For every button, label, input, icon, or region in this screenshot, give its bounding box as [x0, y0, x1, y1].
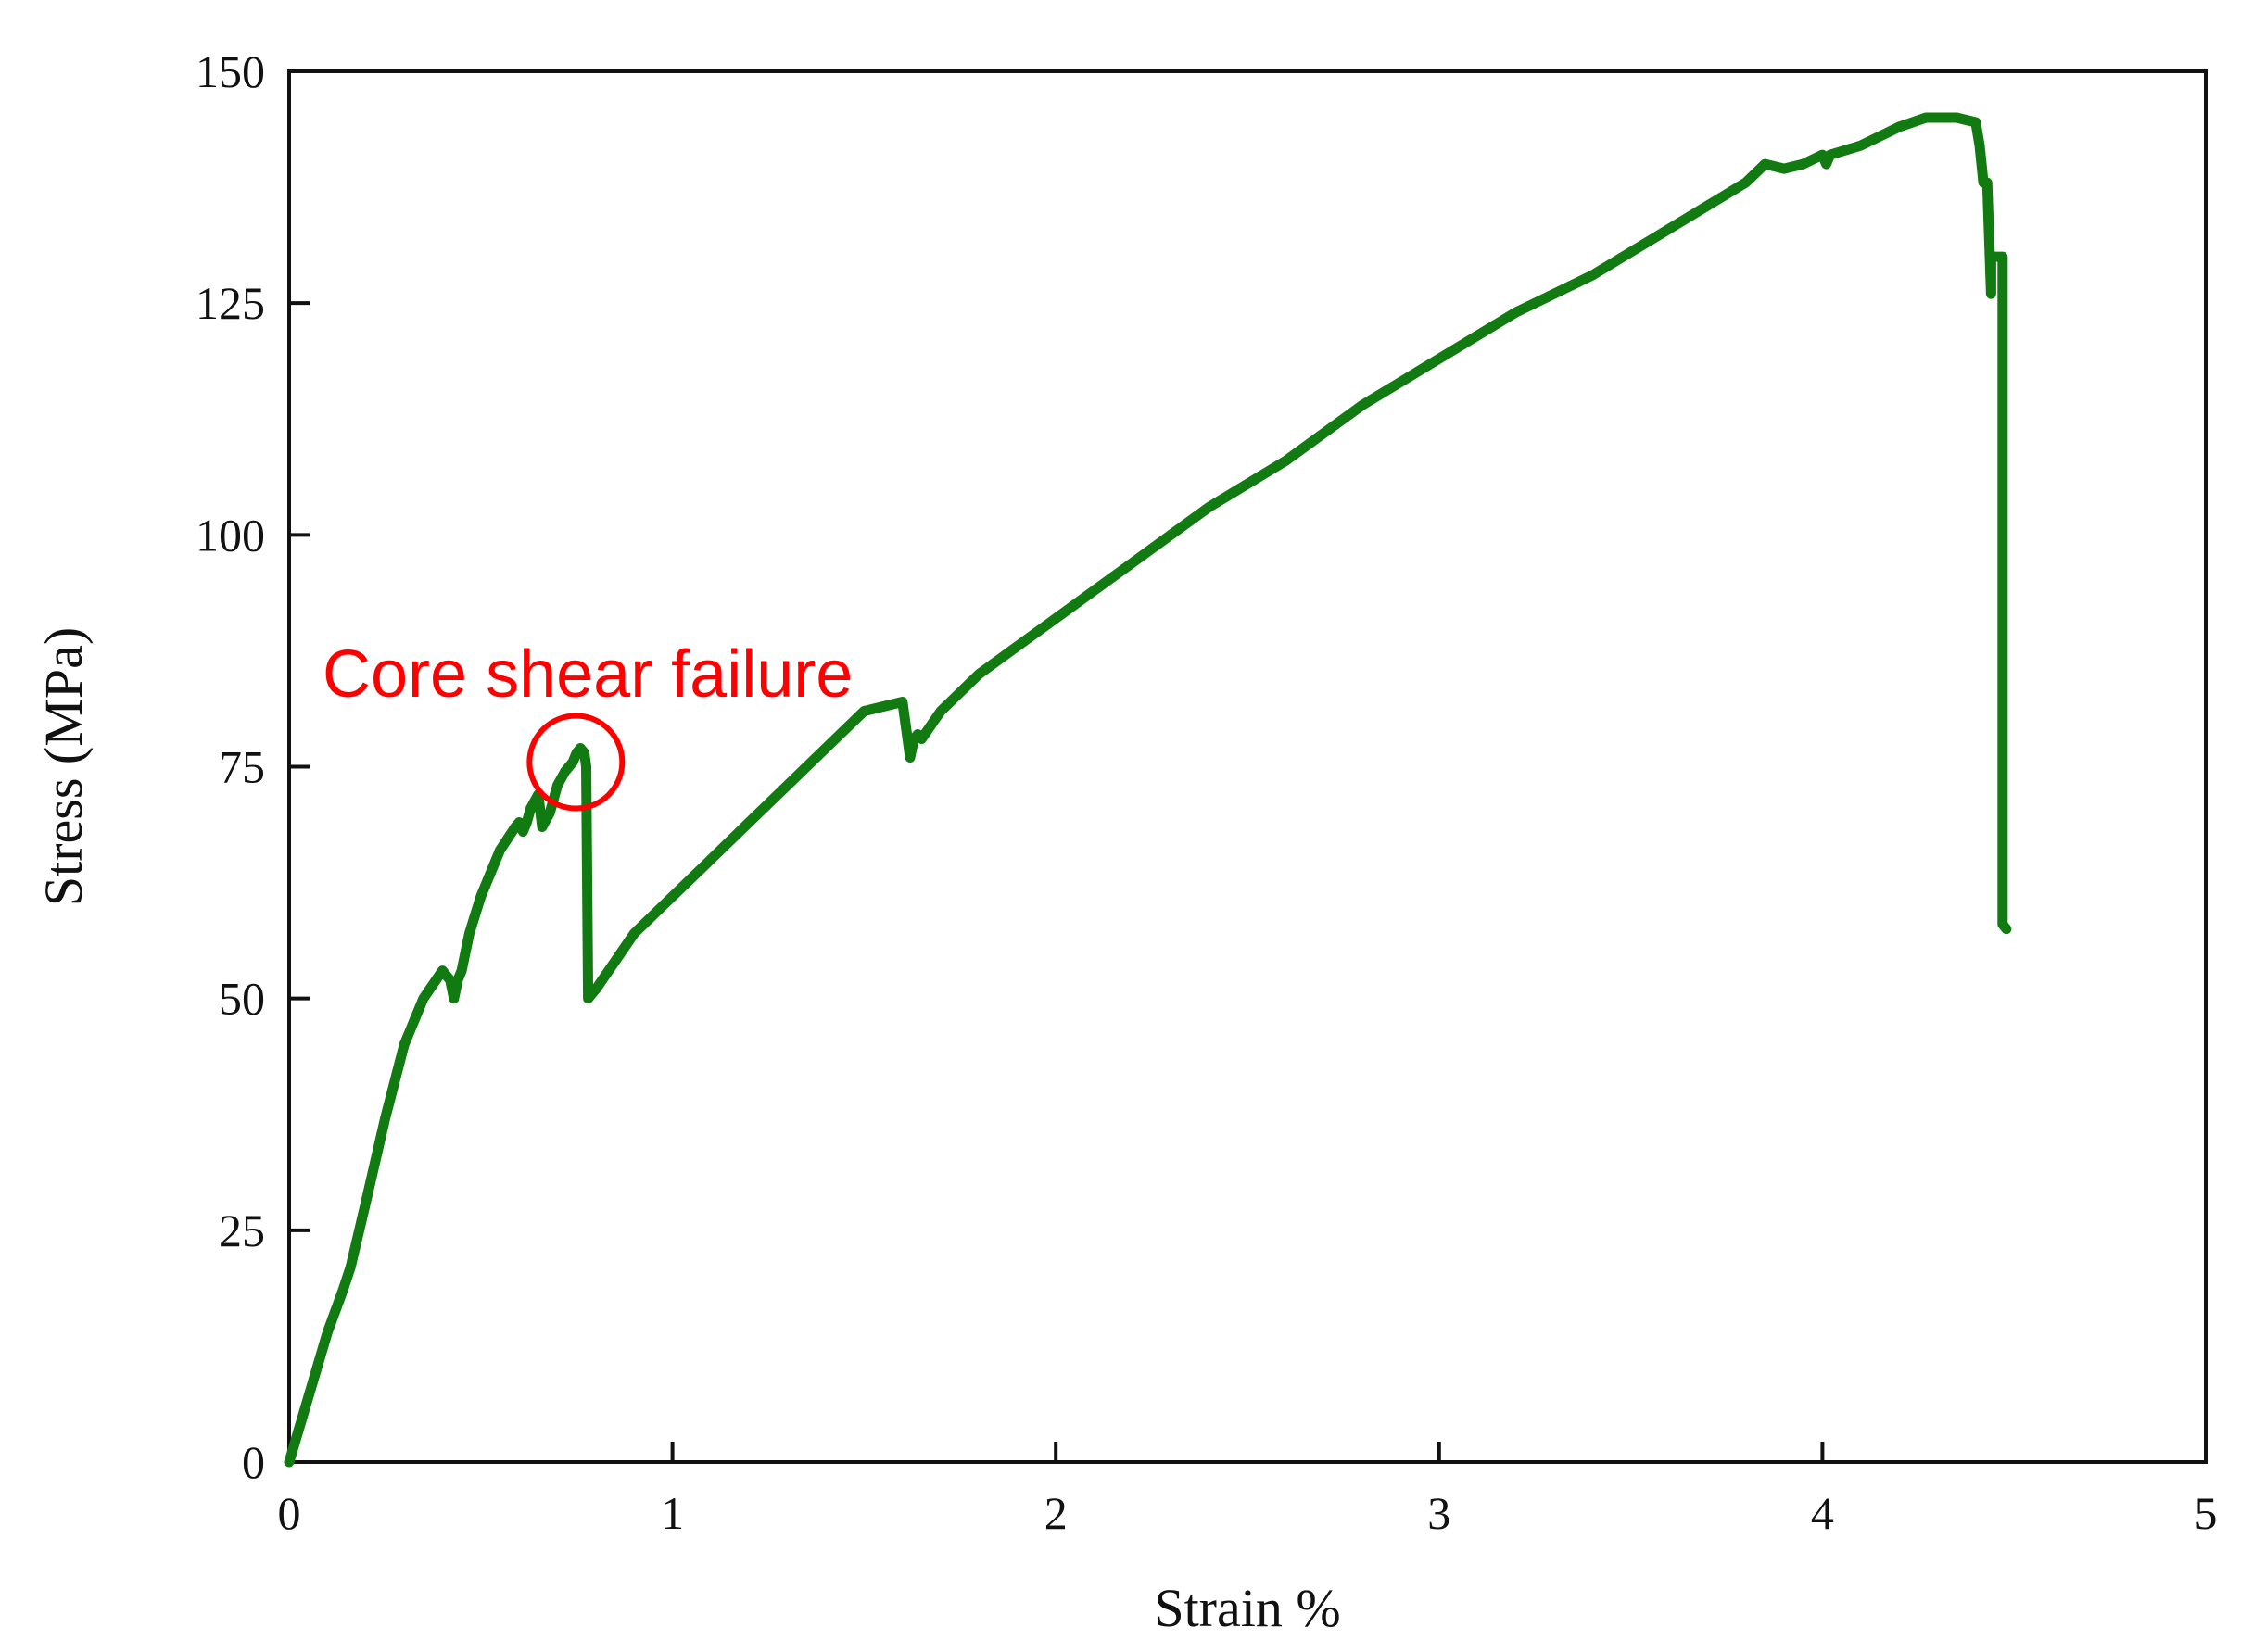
y-tick-label: 0 [242, 1436, 265, 1488]
annotation-layer: Core shear failure [323, 637, 853, 812]
y-tick-label: 75 [219, 741, 265, 793]
x-tick-label: 3 [1427, 1487, 1450, 1539]
y-tick-label: 25 [219, 1204, 265, 1256]
x-tick-label: 2 [1044, 1487, 1068, 1539]
annotation-label: Core shear failure [323, 637, 853, 712]
y-axis-title: Stress (MPa) [33, 627, 94, 906]
axis-ticks [287, 69, 2208, 1464]
y-tick-label: 125 [196, 277, 265, 329]
y-tick-label: 100 [196, 509, 265, 561]
x-tick-label: 4 [1811, 1487, 1834, 1539]
x-tick-label: 0 [278, 1487, 301, 1539]
x-tick-label: 5 [2195, 1487, 2218, 1539]
y-tick-label: 150 [196, 45, 265, 97]
x-tick-label: 1 [661, 1487, 684, 1539]
y-tick-label: 50 [219, 973, 265, 1025]
series-line-0 [284, 112, 2012, 1468]
series-layer [284, 112, 2012, 1468]
annotation-circle-marker [526, 713, 626, 812]
x-axis-title: Strain % [1154, 1578, 1340, 1638]
